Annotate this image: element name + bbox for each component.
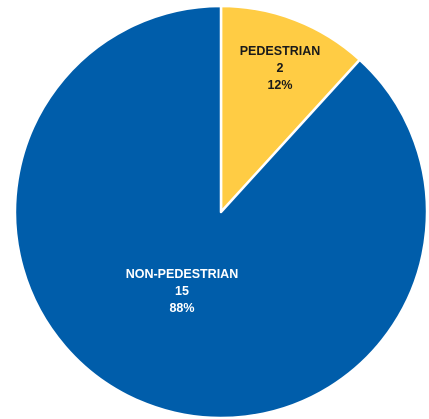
slice-label-pedestrian: PEDESTRIAN 2 12%	[240, 44, 321, 92]
pie-slice-pedestrian	[219, 4, 362, 214]
slice-value-label: 2	[277, 61, 284, 75]
slice-category-label: PEDESTRIAN	[240, 44, 321, 58]
slice-percent-label: 88%	[169, 301, 194, 315]
slice-category-label: NON-PEDESTRIAN	[126, 267, 239, 281]
pie-slice-non-pedestrian	[13, 4, 429, 419]
slice-label-non-pedestrian: NON-PEDESTRIAN 15 88%	[126, 267, 239, 315]
slice-percent-label: 12%	[267, 78, 292, 92]
slice-value-label: 15	[175, 284, 189, 298]
